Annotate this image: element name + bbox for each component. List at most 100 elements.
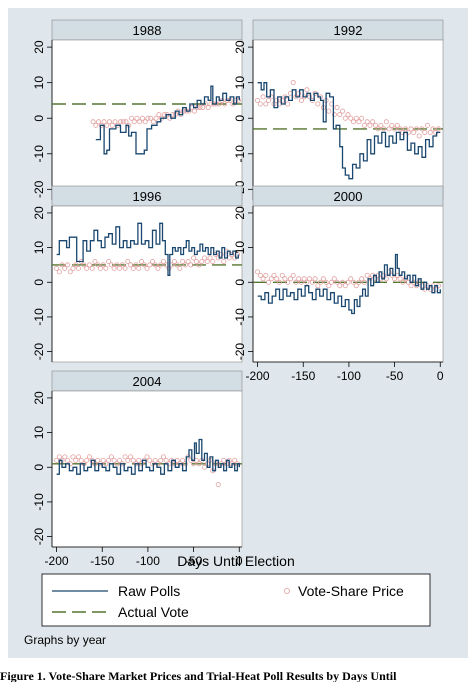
y-tick-label: 10	[233, 76, 247, 90]
y-tick-label: 0	[32, 115, 46, 122]
price-point	[400, 279, 406, 285]
price-point	[147, 457, 153, 463]
price-point	[342, 115, 348, 121]
price-point	[342, 283, 348, 289]
price-point	[350, 119, 356, 125]
graphs-by-note: Graphs by year	[24, 633, 106, 647]
price-point	[128, 454, 134, 460]
price-point	[266, 97, 272, 103]
vote-share-price-series	[54, 248, 240, 275]
panel-title: 1992	[334, 23, 363, 38]
y-tick-label: -20	[32, 528, 46, 546]
price-point	[329, 279, 335, 285]
price-point	[199, 258, 205, 264]
price-point	[108, 454, 114, 460]
raw-polls-line	[257, 253, 441, 315]
y-tick-label: -20	[233, 343, 247, 361]
price-point	[255, 97, 261, 103]
price-point	[56, 454, 62, 460]
price-point	[276, 279, 282, 285]
price-point	[279, 97, 285, 103]
price-point	[353, 115, 359, 121]
price-point	[274, 276, 280, 282]
price-point	[59, 262, 65, 268]
panel-2000: 2000 20 10 0 -10 -20 -200 -150 -100 -50 0	[233, 185, 444, 383]
price-point	[392, 276, 398, 282]
price-point	[180, 258, 186, 264]
price-point	[298, 97, 304, 103]
price-point	[356, 279, 362, 285]
price-point	[144, 454, 150, 460]
price-point	[282, 276, 288, 282]
price-point	[155, 265, 161, 271]
price-point	[427, 129, 433, 135]
price-point	[232, 457, 238, 463]
price-point	[100, 457, 106, 463]
price-point	[133, 262, 139, 268]
x-tick-label: -50	[386, 369, 404, 383]
price-point	[56, 269, 62, 275]
x-tick-label: -150	[90, 554, 114, 568]
price-point	[70, 265, 76, 271]
price-point	[125, 457, 131, 463]
price-point	[296, 90, 302, 96]
price-point	[364, 119, 370, 125]
price-point	[315, 101, 321, 107]
price-point	[95, 262, 101, 268]
panel-title: 2000	[334, 189, 363, 204]
price-point	[422, 129, 428, 135]
price-point	[337, 283, 343, 289]
legend-label-vote-share-price: Vote-Share Price	[298, 583, 404, 599]
price-point	[119, 262, 125, 268]
price-point	[125, 258, 131, 264]
price-point	[378, 122, 384, 128]
price-point	[334, 279, 340, 285]
price-point	[392, 126, 398, 132]
x-axis-title: Days Until Election	[177, 553, 295, 569]
price-point	[416, 133, 422, 139]
price-point	[356, 119, 362, 125]
price-point	[62, 265, 68, 271]
price-point	[268, 276, 274, 282]
price-point	[149, 258, 155, 264]
price-point	[345, 112, 351, 118]
price-point	[90, 119, 96, 125]
price-point	[202, 464, 208, 470]
price-point	[185, 258, 191, 264]
price-point	[337, 112, 343, 118]
price-point	[359, 276, 365, 282]
price-point	[383, 119, 389, 125]
price-point	[257, 101, 263, 107]
price-point	[86, 262, 92, 268]
price-point	[381, 126, 387, 132]
price-point	[152, 262, 158, 268]
price-point	[279, 272, 285, 278]
price-point	[145, 115, 151, 121]
price-point	[117, 457, 123, 463]
price-point	[137, 119, 143, 125]
price-point	[348, 276, 354, 282]
y-tick-label: 0	[233, 115, 247, 122]
price-point	[92, 258, 98, 264]
price-point	[78, 457, 84, 463]
price-point	[75, 454, 81, 460]
price-point	[160, 454, 166, 460]
price-point	[114, 461, 120, 467]
plot-area	[252, 39, 444, 201]
y-tick-label: -20	[32, 343, 46, 361]
price-point	[334, 105, 340, 111]
y-tick-label: 0	[233, 279, 247, 286]
y-tick-label: 10	[233, 241, 247, 255]
price-point	[318, 279, 324, 285]
price-point	[118, 119, 124, 125]
y-tick-label: -10	[32, 145, 46, 163]
price-point	[298, 279, 304, 285]
price-point	[394, 122, 400, 128]
raw-polls-line	[56, 222, 239, 276]
price-point	[65, 457, 71, 463]
y-tick-label: -10	[32, 493, 46, 511]
price-point	[131, 119, 137, 125]
price-point	[111, 457, 117, 463]
y-tick-label: 10	[32, 426, 46, 440]
price-point	[260, 276, 266, 282]
